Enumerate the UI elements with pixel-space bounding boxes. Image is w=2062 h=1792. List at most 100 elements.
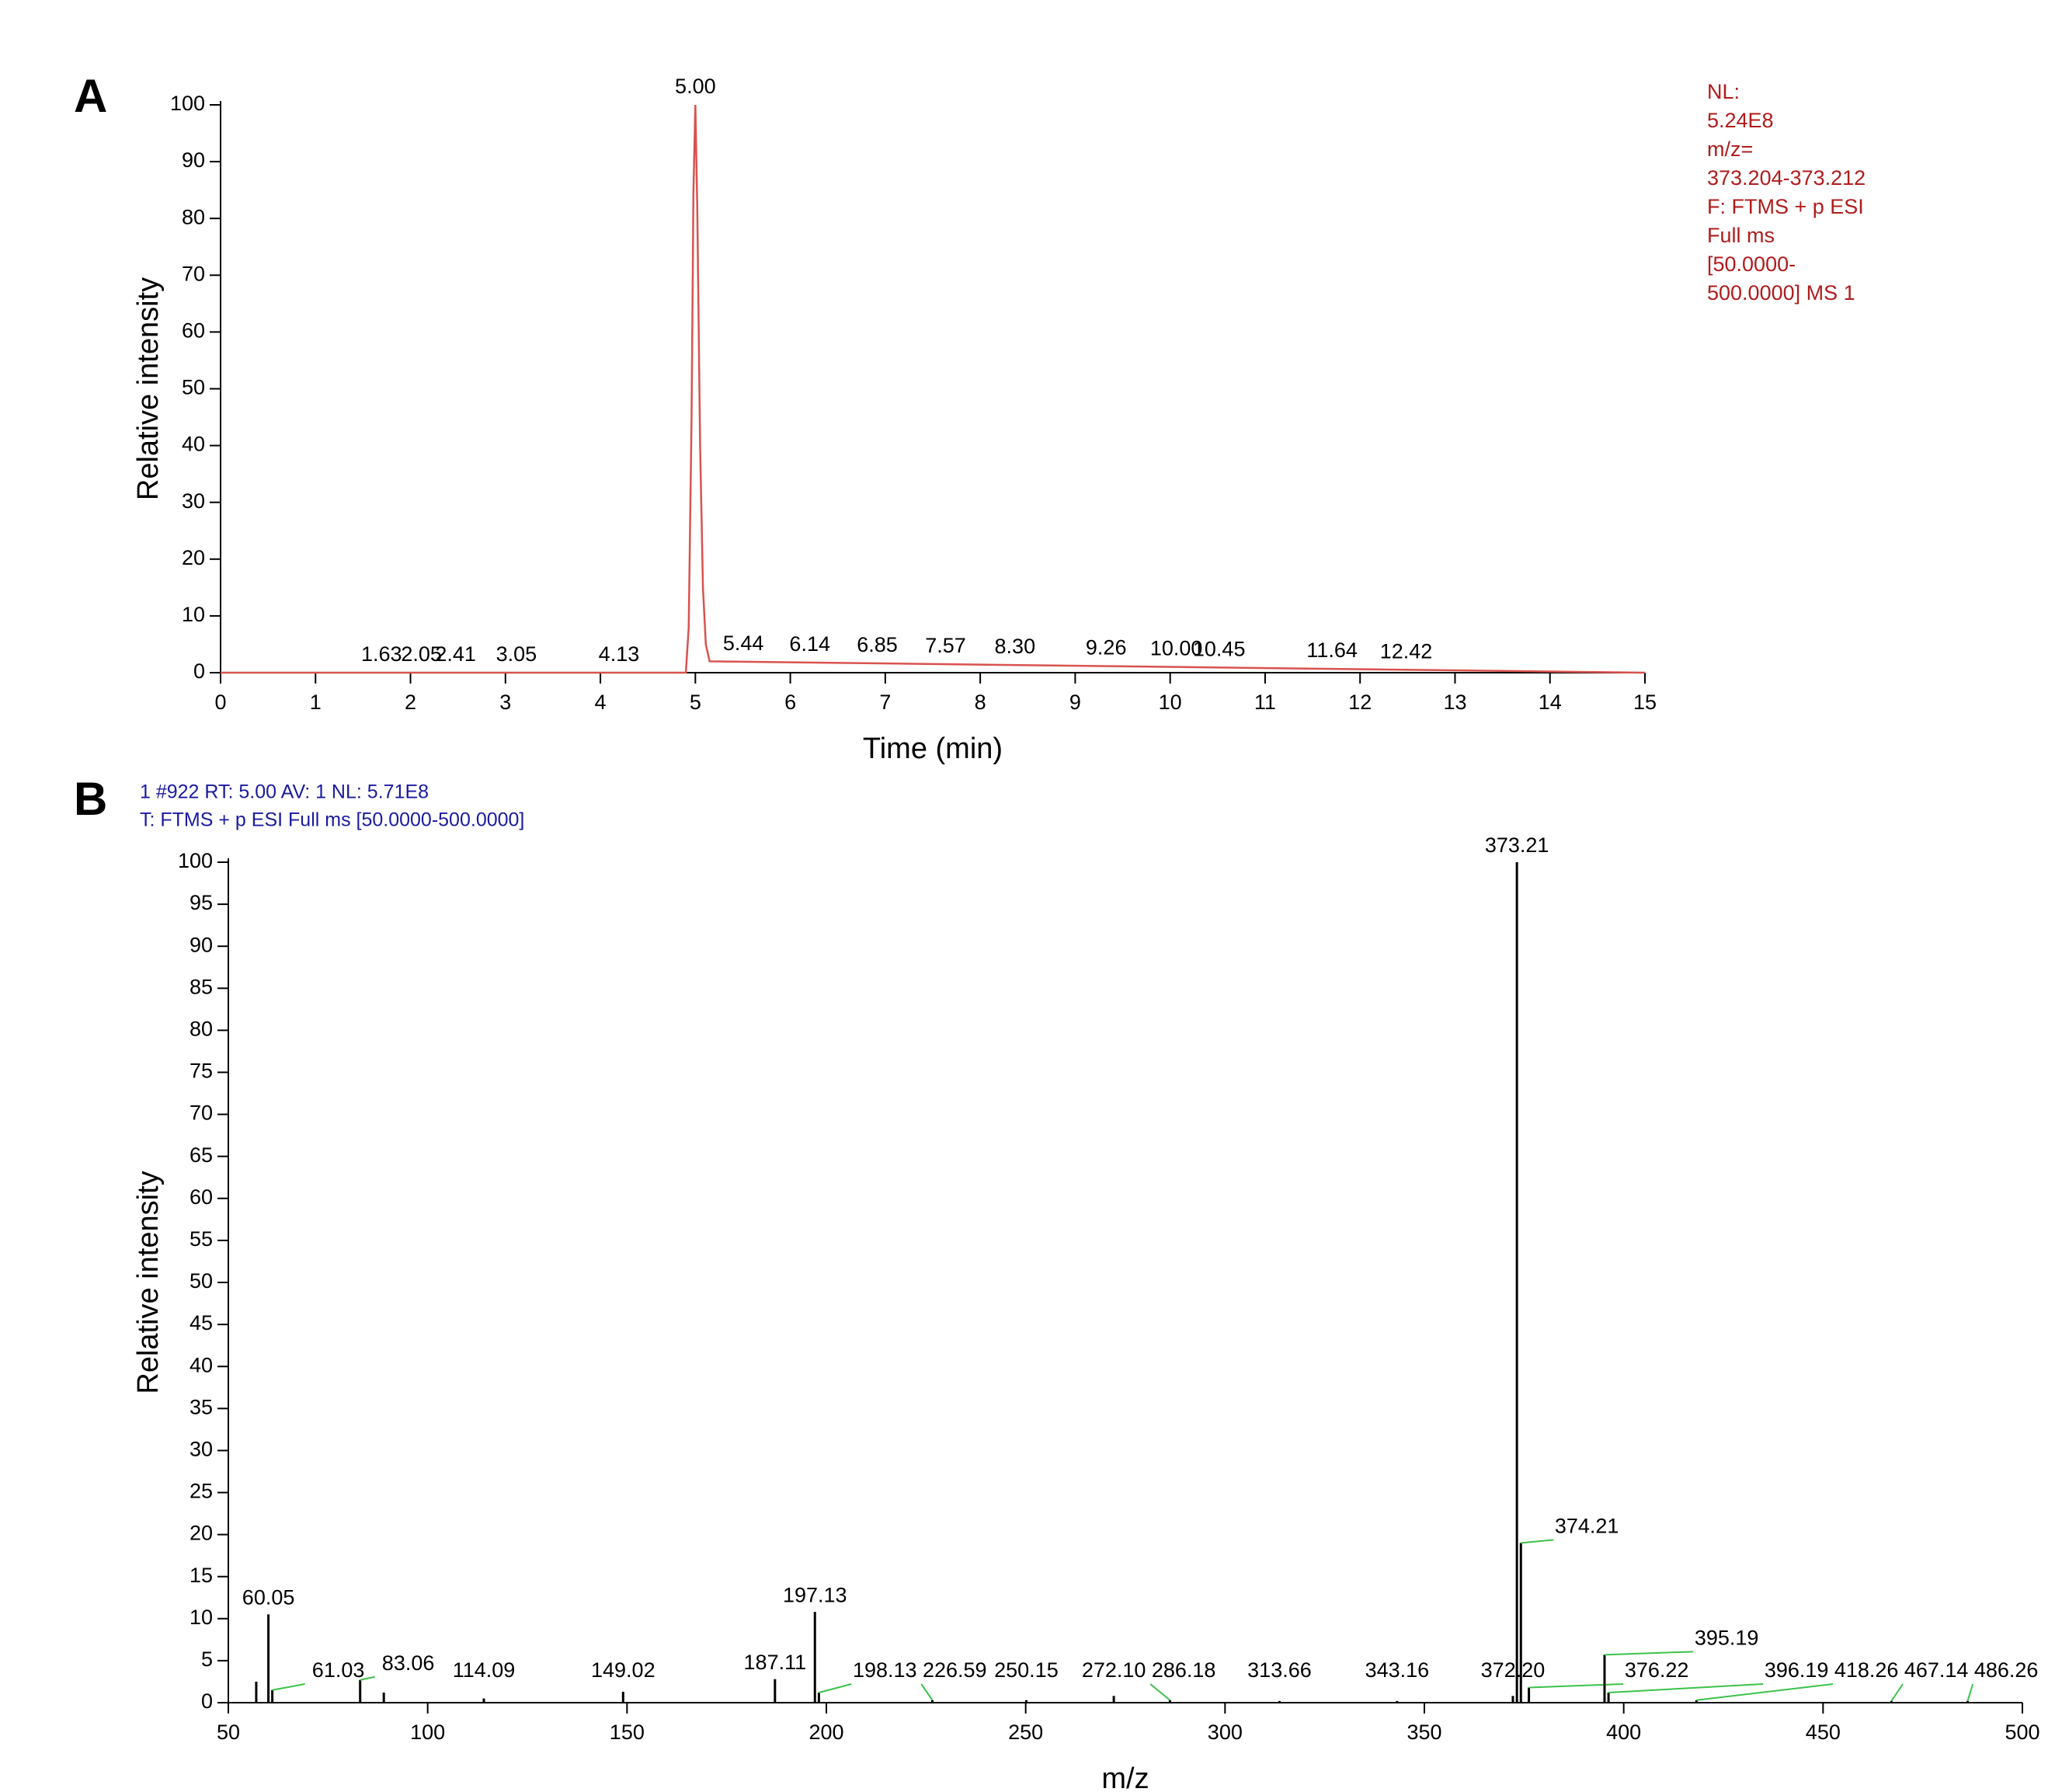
y-tick-label: 20 bbox=[190, 1522, 213, 1545]
y-tick-label: 45 bbox=[190, 1311, 213, 1334]
x-tick-label: 6 bbox=[784, 691, 796, 714]
leader bbox=[360, 1675, 375, 1681]
leader bbox=[1149, 1683, 1171, 1701]
y-tick-label: 100 bbox=[178, 849, 213, 872]
peak-label: 114.09 bbox=[453, 1658, 516, 1682]
x-axis-title: Time (min) bbox=[863, 732, 1003, 765]
y-tick-label: 95 bbox=[190, 891, 213, 914]
peak-label: 83.06 bbox=[382, 1651, 435, 1675]
peak-label: 61.03 bbox=[312, 1658, 365, 1682]
panel-letter: B bbox=[74, 773, 107, 825]
y-tick-label: 35 bbox=[190, 1395, 213, 1418]
y-tick-label: 60 bbox=[182, 319, 205, 343]
peak-label: 376.22 bbox=[1625, 1658, 1689, 1682]
x-tick-label: 300 bbox=[1208, 1721, 1243, 1744]
peak-label: 2.05 bbox=[401, 642, 442, 666]
y-tick-label: 85 bbox=[190, 975, 213, 998]
y-tick-label: 40 bbox=[182, 433, 205, 456]
x-tick-label: 13 bbox=[1443, 691, 1466, 714]
x-tick-label: 250 bbox=[1008, 1721, 1043, 1744]
x-tick-label: 8 bbox=[975, 691, 986, 714]
annotation: F: FTMS + p ESI bbox=[1707, 195, 1864, 218]
peak-label: 418.26 bbox=[1834, 1658, 1899, 1682]
leader bbox=[1696, 1683, 1834, 1701]
x-tick-label: 1 bbox=[310, 691, 322, 714]
peak-label: 286.18 bbox=[1152, 1658, 1216, 1682]
panel-letter: A bbox=[74, 70, 107, 122]
y-tick-label: 0 bbox=[193, 659, 205, 683]
y-tick-label: 10 bbox=[190, 1606, 213, 1629]
peak-label: 12.42 bbox=[1380, 639, 1433, 663]
peak-label: 9.26 bbox=[1086, 636, 1127, 659]
x-tick-label: 450 bbox=[1806, 1721, 1841, 1744]
y-axis-title: Relative intensity bbox=[132, 277, 165, 500]
peak-label: 11.64 bbox=[1306, 639, 1358, 662]
leader bbox=[1890, 1683, 1904, 1702]
x-tick-label: 4 bbox=[595, 691, 607, 714]
y-tick-label: 100 bbox=[170, 92, 205, 115]
x-tick-label: 10 bbox=[1159, 691, 1182, 714]
peak-label: 6.14 bbox=[789, 632, 830, 656]
x-tick-label: 100 bbox=[410, 1721, 445, 1744]
leader bbox=[1608, 1683, 1764, 1694]
y-tick-label: 80 bbox=[182, 205, 205, 228]
peak-label: 395.19 bbox=[1695, 1626, 1759, 1649]
peak-label: 10.00 bbox=[1150, 637, 1203, 660]
leader bbox=[272, 1683, 305, 1691]
peak-label: 2.41 bbox=[435, 642, 476, 666]
peak-label: 187.11 bbox=[744, 1651, 807, 1674]
x-tick-label: 2 bbox=[405, 691, 416, 714]
y-tick-label: 70 bbox=[190, 1101, 213, 1125]
leader bbox=[819, 1683, 852, 1693]
peak-label: 250.15 bbox=[994, 1658, 1059, 1682]
x-tick-label: 14 bbox=[1539, 691, 1562, 714]
peak-label: 1.63 bbox=[361, 642, 402, 666]
leader bbox=[1528, 1683, 1624, 1689]
x-tick-label: 3 bbox=[499, 691, 511, 714]
peak-label: 5.00 bbox=[675, 75, 716, 98]
y-tick-label: 10 bbox=[182, 603, 205, 626]
peak-label: 396.19 bbox=[1765, 1658, 1829, 1682]
peak-label: 197.13 bbox=[783, 1583, 847, 1606]
x-tick-label: 11 bbox=[1254, 691, 1276, 714]
peak-label: 6.85 bbox=[857, 633, 898, 656]
annotation: [50.0000- bbox=[1707, 252, 1796, 276]
y-tick-label: 75 bbox=[190, 1060, 213, 1083]
trace bbox=[221, 104, 1646, 674]
y-tick-label: 40 bbox=[190, 1353, 213, 1376]
peak-label: 467.14 bbox=[1904, 1658, 1969, 1682]
leader bbox=[1521, 1539, 1554, 1544]
peak-label: 226.59 bbox=[923, 1658, 987, 1682]
x-tick-label: 400 bbox=[1606, 1721, 1641, 1744]
x-tick-label: 5 bbox=[690, 691, 701, 714]
peak-label: 343.16 bbox=[1365, 1658, 1430, 1682]
y-tick-label: 50 bbox=[182, 376, 205, 399]
y-tick-label: 60 bbox=[190, 1185, 213, 1209]
x-tick-label: 350 bbox=[1407, 1721, 1441, 1744]
peak-label: 8.30 bbox=[995, 635, 1036, 658]
peak-label: 10.45 bbox=[1193, 637, 1246, 660]
x-tick-label: 200 bbox=[808, 1721, 843, 1744]
x-axis-title: m/z bbox=[1101, 1762, 1149, 1792]
y-tick-label: 50 bbox=[190, 1269, 213, 1293]
annotation: 5.24E8 bbox=[1707, 109, 1774, 132]
y-axis-title: Relative intensity bbox=[132, 1171, 165, 1394]
annotation: m/z= bbox=[1707, 137, 1753, 161]
leader bbox=[920, 1683, 934, 1701]
header: T: FTMS + p ESI Full ms [50.0000-500.000… bbox=[140, 809, 524, 831]
x-tick-label: 0 bbox=[214, 691, 226, 714]
peak-label: 198.13 bbox=[853, 1658, 917, 1682]
peak-label: 149.02 bbox=[591, 1658, 655, 1682]
peak-label: 373.21 bbox=[1485, 833, 1549, 857]
annotation: 500.0000] MS 1 bbox=[1707, 281, 1855, 304]
x-tick-label: 50 bbox=[217, 1721, 240, 1744]
leader bbox=[1604, 1651, 1694, 1656]
y-tick-label: 5 bbox=[201, 1648, 213, 1671]
y-tick-label: 15 bbox=[190, 1564, 213, 1587]
y-tick-label: 20 bbox=[182, 546, 205, 569]
x-tick-label: 150 bbox=[610, 1721, 645, 1744]
annotation: Full ms bbox=[1707, 224, 1775, 247]
y-tick-label: 65 bbox=[190, 1143, 213, 1167]
y-tick-label: 90 bbox=[190, 933, 213, 956]
